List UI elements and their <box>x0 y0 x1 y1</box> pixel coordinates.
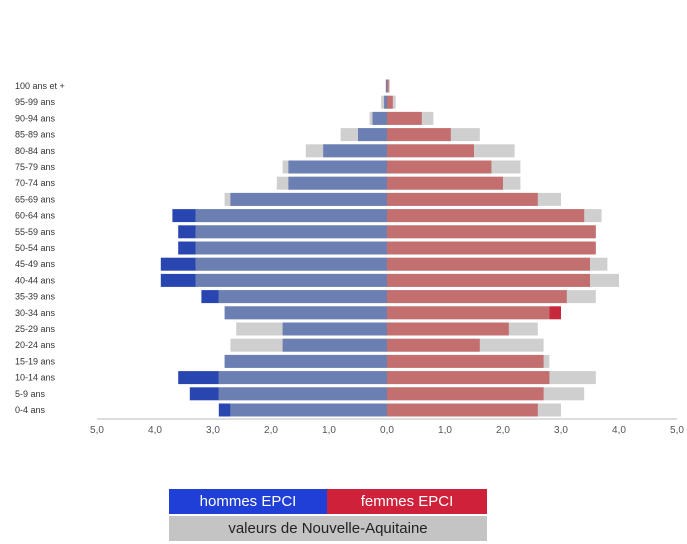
hommes-bar <box>323 144 387 158</box>
femmes-bar <box>387 387 544 401</box>
age-label: 50-54 ans <box>15 243 56 253</box>
femmes-bar <box>387 322 509 336</box>
hommes-excess-bar <box>178 225 196 239</box>
x-tick-label: 3,0 <box>206 425 220 436</box>
femmes-bar <box>387 403 538 417</box>
x-axis: 5,0 4,0 3,0 2,0 1,0 0,0 1,0 2,0 3,0 4,0 5,0 <box>90 418 684 436</box>
x-tick-label: 5,0 <box>90 425 104 436</box>
age-labels: 0-4 ans 5-9 ans 10-14 ans 15-19 ans 20-24 an… <box>15 81 65 415</box>
femmes-excess-bar <box>549 306 561 320</box>
femmes-bar <box>387 111 422 125</box>
age-label: 45-49 ans <box>15 259 56 269</box>
x-tick-label: 2,0 <box>496 425 510 436</box>
femmes-bar <box>387 144 474 158</box>
hommes-excess-bar <box>189 387 219 401</box>
femmes-bar <box>387 354 544 368</box>
x-tick-label: 1,0 <box>438 425 452 436</box>
age-label: 40-44 ans <box>15 275 56 285</box>
hommes-bar <box>230 192 387 206</box>
hommes-bar <box>195 273 387 287</box>
femmes-bar <box>387 257 590 271</box>
femmes-bar <box>387 79 389 93</box>
hommes-bar <box>218 290 387 304</box>
legend: hommes EPCI femmes EPCI <box>169 489 487 514</box>
femmes-bar <box>387 371 550 385</box>
femmes-bar <box>387 225 596 239</box>
hommes-bar <box>195 209 387 223</box>
hommes-bar <box>282 338 387 352</box>
age-label: 15-19 ans <box>15 356 56 366</box>
femmes-bar <box>387 209 585 223</box>
hommes-bar <box>282 322 387 336</box>
hommes-excess-bar <box>218 403 231 417</box>
femmes-bar <box>387 338 480 352</box>
hommes-bar <box>288 176 387 190</box>
hommes-bar <box>372 111 387 125</box>
femmes-bar <box>387 128 451 142</box>
femmes-bar <box>387 176 503 190</box>
hommes-bar <box>218 387 387 401</box>
x-tick-label: 1,0 <box>322 425 336 436</box>
hommes-excess-bar <box>178 241 196 255</box>
hommes-bar <box>384 95 387 109</box>
legend-region-row: valeurs de Nouvelle-Aquitaine <box>169 516 487 541</box>
hommes-excess-bar <box>201 290 219 304</box>
hommes-bar <box>195 225 387 239</box>
age-label: 0-4 ans <box>15 405 46 415</box>
age-label: 90-94 ans <box>15 113 56 123</box>
x-tick-label: 4,0 <box>148 425 162 436</box>
x-tick-label: 0,0 <box>380 425 394 436</box>
age-label: 25-29 ans <box>15 324 56 334</box>
age-label: 5-9 ans <box>15 389 46 399</box>
age-label: 85-89 ans <box>15 130 56 140</box>
age-label: 95-99 ans <box>15 97 56 107</box>
hommes-bar <box>195 241 387 255</box>
hommes-bar <box>288 160 387 174</box>
population-pyramid-chart: 5,0 4,0 3,0 2,0 1,0 0,0 1,0 2,0 3,0 4,0 5,0 0-4 an… <box>15 79 684 436</box>
hommes-bar <box>218 371 387 385</box>
age-label: 55-59 ans <box>15 227 56 237</box>
age-label: 60-64 ans <box>15 211 56 221</box>
hommes-excess-bar <box>160 273 196 287</box>
femmes-bar <box>387 290 567 304</box>
age-label: 65-69 ans <box>15 194 56 204</box>
legend-femmes: femmes EPCI <box>327 489 487 514</box>
femmes-bar <box>387 273 590 287</box>
epci-bars <box>160 79 596 417</box>
age-label: 20-24 ans <box>15 340 56 350</box>
age-label: 10-14 ans <box>15 373 56 383</box>
femmes-bar <box>387 192 538 206</box>
legend-hommes: hommes EPCI <box>169 489 327 514</box>
femmes-bar <box>387 160 492 174</box>
legend-region: valeurs de Nouvelle-Aquitaine <box>169 516 487 541</box>
hommes-bar <box>195 257 387 271</box>
hommes-excess-bar <box>172 209 196 223</box>
x-tick-label: 5,0 <box>670 425 684 436</box>
femmes-bar <box>387 95 393 109</box>
femmes-bar <box>387 306 550 320</box>
age-label: 75-79 ans <box>15 162 56 172</box>
hommes-bar <box>224 354 387 368</box>
age-label: 30-34 ans <box>15 308 56 318</box>
age-label: 80-84 ans <box>15 146 56 156</box>
age-label: 35-39 ans <box>15 292 56 302</box>
hommes-bar <box>358 128 387 142</box>
femmes-bar <box>387 241 596 255</box>
hommes-bar <box>224 306 387 320</box>
hommes-excess-bar <box>178 371 219 385</box>
hommes-bar <box>385 79 387 93</box>
hommes-bar <box>230 403 387 417</box>
x-tick-label: 4,0 <box>612 425 626 436</box>
x-tick-label: 2,0 <box>264 425 278 436</box>
hommes-excess-bar <box>160 257 196 271</box>
age-label: 70-74 ans <box>15 178 56 188</box>
x-tick-label: 3,0 <box>554 425 568 436</box>
age-label: 100 ans et + <box>15 81 65 91</box>
